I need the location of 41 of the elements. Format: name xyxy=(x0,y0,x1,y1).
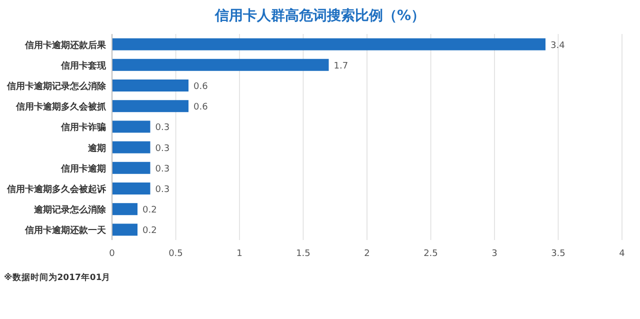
y-tick-label: 信用卡逾期还款后果 xyxy=(24,40,107,51)
bar xyxy=(112,141,150,154)
x-tick-label: 1.5 xyxy=(296,249,310,259)
y-tick-label: 信用卡套现 xyxy=(60,60,107,72)
x-tick-label: 2.5 xyxy=(424,249,438,259)
y-tick-label: 逾期记录怎么消除 xyxy=(33,204,107,216)
bar xyxy=(112,203,138,216)
bar xyxy=(112,224,138,236)
y-tick-label: 信用卡逾期多久会被起诉 xyxy=(6,184,107,195)
y-tick-label: 逾期 xyxy=(87,142,106,154)
x-tick-label: 3.5 xyxy=(551,249,566,259)
data-label: 1.7 xyxy=(334,61,348,72)
x-tick-label: 1 xyxy=(236,249,242,259)
x-tick-label: 3 xyxy=(492,249,498,259)
data-label: 0.3 xyxy=(155,185,170,195)
bar xyxy=(112,58,329,71)
text: ※数据时间为2017年01月 xyxy=(4,272,111,283)
bar xyxy=(112,38,546,50)
x-tick-label: 0 xyxy=(109,249,116,259)
bar xyxy=(112,120,150,133)
data-label: 0.3 xyxy=(155,144,170,154)
bar xyxy=(112,182,150,194)
data-label: 0.6 xyxy=(194,102,208,113)
data-label: 0.3 xyxy=(155,164,170,174)
data-label: 0.2 xyxy=(142,226,157,236)
bar xyxy=(112,80,188,92)
y-tick-label: 信用卡诈骗 xyxy=(60,122,106,134)
data-label: 0.3 xyxy=(155,123,170,134)
data-label: 3.4 xyxy=(550,40,566,51)
y-tick-label: 信用卡逾期多久会被抓 xyxy=(15,102,107,113)
chart-title: 信用卡人群高危词搜索比例（%） xyxy=(214,7,426,24)
data-label: 0.6 xyxy=(194,82,208,92)
x-tick-label: 2 xyxy=(364,249,370,259)
y-tick-label: 信用卡逾期 xyxy=(60,163,106,174)
bar xyxy=(112,100,188,112)
y-tick-label: 信用卡逾期记录怎么消除 xyxy=(6,81,107,92)
bar xyxy=(112,162,150,174)
data-label: 0.2 xyxy=(142,206,157,216)
y-tick-label: 信用卡逾期还款一天 xyxy=(24,225,107,236)
x-tick-label: 4 xyxy=(619,249,626,259)
x-tick-label: 0.5 xyxy=(168,249,183,259)
